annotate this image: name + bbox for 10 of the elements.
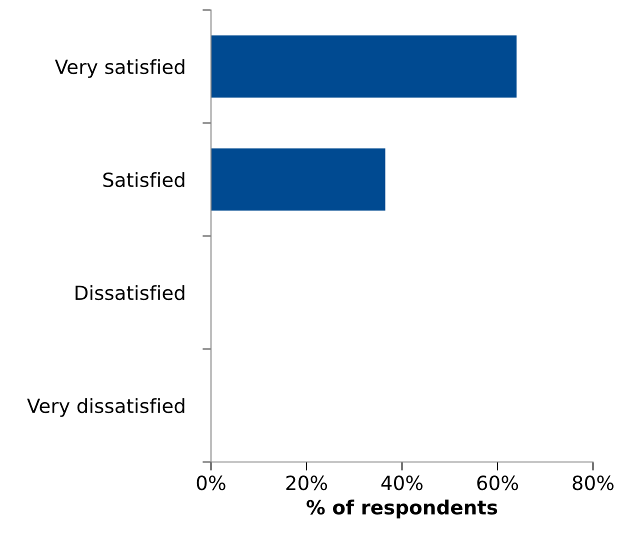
x-tick-label: 60% bbox=[477, 476, 518, 490]
x-tick-label: 0% bbox=[196, 476, 226, 490]
x-tick-label: 20% bbox=[286, 476, 328, 490]
y-tick-label: Very satisfied bbox=[54, 59, 184, 78]
x-tick-label: 80% bbox=[572, 476, 614, 490]
y-tick-label: Satisfied bbox=[103, 172, 184, 188]
x-axis-title: % of respondents bbox=[306, 500, 498, 518]
y-tick-label: Very dissatisfied bbox=[27, 398, 184, 417]
y-tick-label: Dissatisfied bbox=[76, 285, 184, 300]
x-tick-label: 40% bbox=[381, 476, 423, 490]
